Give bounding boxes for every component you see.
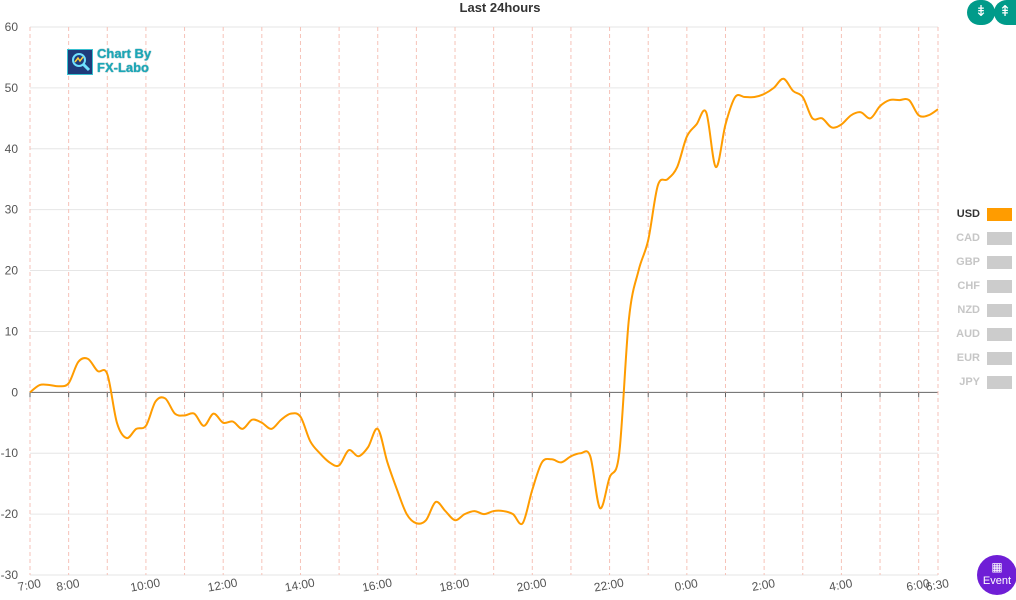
legend-label: USD (956, 208, 980, 220)
legend-item-nzd[interactable]: NZD (948, 303, 1014, 327)
y-tick-label: 50 (5, 81, 19, 95)
legend-label: NZD (957, 304, 980, 316)
legend-swatch (987, 280, 1012, 293)
expand-vertical-icon: ⇞ (998, 3, 1012, 20)
x-tick-label: 18:00 (438, 576, 470, 595)
x-tick-label: 20:00 (516, 576, 548, 595)
series-layer (29, 77, 939, 526)
y-tick-label: -10 (1, 446, 19, 460)
y-tick-label: -30 (1, 568, 19, 582)
x-tick-label: 2:00 (751, 576, 777, 594)
legend-swatch (987, 208, 1012, 221)
legend-swatch (987, 328, 1012, 341)
watermark-line-1: Chart By (97, 46, 152, 61)
legend-item-aud[interactable]: AUD (948, 327, 1014, 351)
legend-label: CHF (957, 280, 980, 292)
x-tick-label: 4:00 (828, 576, 854, 594)
x-tick-label: 0:00 (673, 576, 699, 594)
y-tick-label: 30 (5, 203, 19, 217)
legend-swatch (987, 376, 1012, 389)
watermark-line-2: FX-Labo (97, 60, 149, 75)
legend-swatch (987, 232, 1012, 245)
legend-label: GBP (956, 256, 980, 268)
event-button-label: Event (982, 575, 1012, 587)
collapse-vertical-button[interactable]: ⇟ (967, 0, 995, 25)
y-tick-label: 60 (5, 20, 19, 34)
legend-swatch (987, 352, 1012, 365)
legend: USD CAD GBP CHF NZD AUD EUR JPY (948, 207, 1014, 399)
x-tick-label: 22:00 (593, 576, 625, 595)
x-tick-label: 16:00 (361, 576, 393, 595)
axes: -30 -20 -10 0 10 20 30 40 50 60 7:00 8:00 10:00 12:00… (1, 20, 951, 595)
chart-title: Last 24hours (459, 0, 541, 15)
legend-label: JPY (959, 376, 980, 388)
grid-lines (29, 26, 939, 576)
legend-swatch (987, 256, 1012, 269)
watermark-logo: Chart By FX-Labo (67, 47, 167, 77)
x-tick-label: 6:00 (905, 576, 931, 594)
x-tick-label: 8:00 (55, 576, 81, 594)
chart-logo-icon (67, 49, 93, 75)
calendar-icon: ▦ (991, 560, 1003, 574)
legend-label: CAD (956, 232, 980, 244)
y-tick-label: 20 (5, 264, 19, 278)
expand-vertical-button[interactable]: ⇞ (994, 0, 1016, 25)
legend-item-usd[interactable]: USD (948, 207, 1014, 231)
y-tick-label: 10 (5, 324, 19, 338)
legend-item-gbp[interactable]: GBP (948, 255, 1014, 279)
y-tick-label: -20 (1, 507, 19, 521)
watermark-text: Chart By FX-Labo (97, 47, 151, 75)
x-tick-label: 14:00 (284, 576, 316, 595)
legend-label: AUD (956, 328, 980, 340)
event-button[interactable]: ▦ Event (977, 555, 1016, 595)
legend-swatch (987, 304, 1012, 317)
x-tick-label: 7:00 (17, 576, 43, 594)
x-tick-label: 12:00 (206, 576, 238, 595)
legend-item-cad[interactable]: CAD (948, 231, 1014, 255)
collapse-vertical-icon: ⇟ (974, 3, 988, 20)
series-line-usd (29, 77, 939, 526)
x-tick-label: 6:30 (925, 576, 951, 594)
legend-item-eur[interactable]: EUR (948, 351, 1014, 375)
legend-label: EUR (956, 352, 980, 364)
x-tick-label: 10:00 (129, 576, 161, 595)
y-tick-label: 0 (11, 385, 18, 399)
y-tick-label: 40 (5, 142, 19, 156)
legend-item-jpy[interactable]: JPY (948, 375, 1014, 399)
legend-item-chf[interactable]: CHF (948, 279, 1014, 303)
